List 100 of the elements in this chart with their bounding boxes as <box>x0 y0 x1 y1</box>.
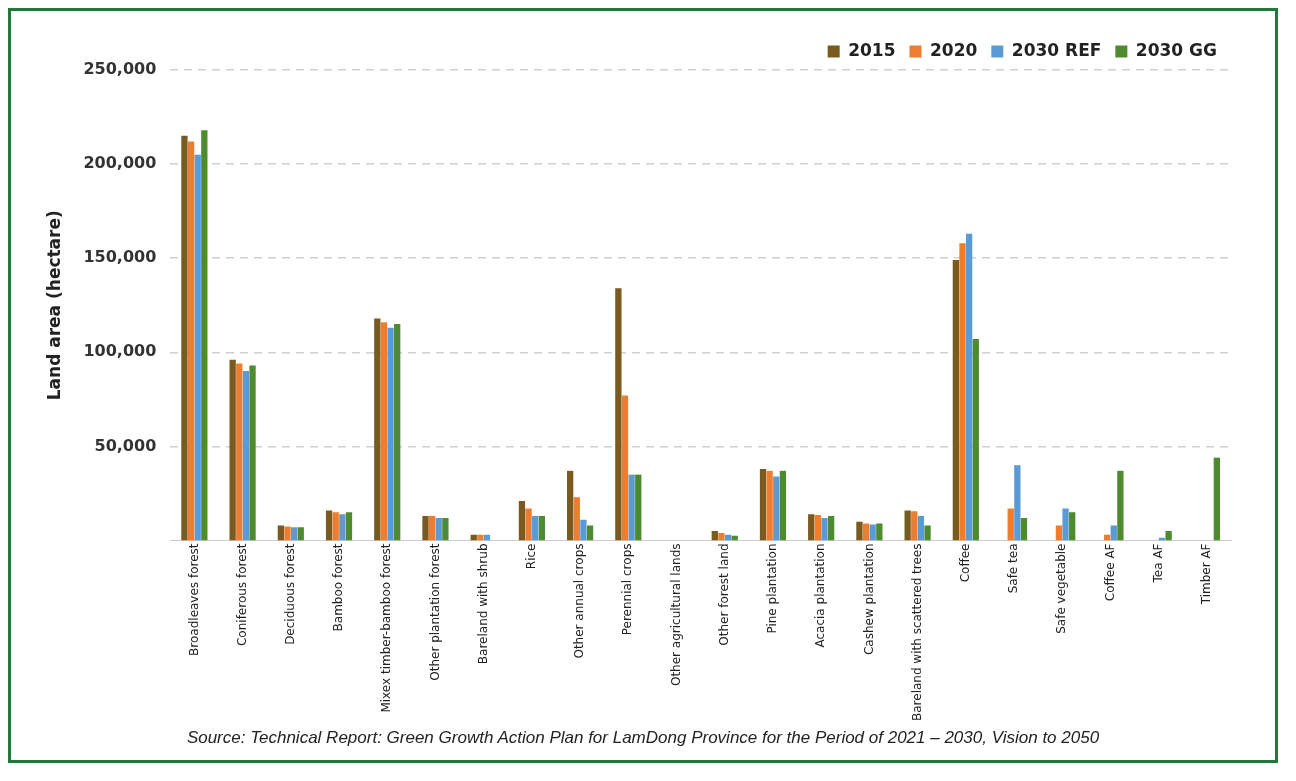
x-tick-label: Perennial crops <box>620 543 635 636</box>
x-tick-label: Other agricultural lands <box>668 543 683 687</box>
x-tick-label: Cashew plantation <box>861 543 876 656</box>
x-tick-label: Rice <box>524 543 539 570</box>
bar <box>621 395 629 541</box>
x-tick-label: Other forest land <box>716 543 731 646</box>
bar <box>181 135 188 541</box>
bar <box>759 468 767 541</box>
bar <box>808 514 815 541</box>
y-tick-label: 250,000 <box>83 59 157 79</box>
bar <box>924 525 931 541</box>
bar <box>297 527 304 541</box>
bar <box>1007 508 1014 541</box>
bar <box>628 474 635 541</box>
bar <box>194 154 201 541</box>
x-tick-label: Other annual crops <box>572 543 587 659</box>
bar <box>394 324 401 541</box>
y-tick-label: 150,000 <box>83 247 157 267</box>
bar <box>869 524 876 541</box>
x-tick-label: Pine plantation <box>765 543 780 634</box>
bar <box>1117 470 1124 541</box>
y-tick-label: 200,000 <box>83 153 157 173</box>
bar <box>201 130 208 541</box>
source-note: Source: Technical Report: Green Growth Action Plan for LamDong Province for the Period of 2021 – 2030, Vision to 2050 <box>185 728 1101 748</box>
x-tick-label: Mixex timber-bamboo forest <box>379 543 394 713</box>
bar <box>1069 512 1076 541</box>
bar <box>325 510 333 541</box>
bar <box>339 514 346 541</box>
bar <box>1165 531 1172 541</box>
x-tick-label: Coffee <box>957 543 972 583</box>
y-axis-title: Land area (hectare) <box>43 210 64 401</box>
y-tick-label: 50,000 <box>94 435 157 455</box>
bar <box>635 474 642 541</box>
x-tick-label: Broadleaves forest <box>186 543 201 656</box>
bar <box>862 523 870 541</box>
bar <box>1014 465 1021 541</box>
bar <box>911 511 918 541</box>
legend-label: 2015 <box>848 39 896 60</box>
bar <box>821 517 828 541</box>
bar <box>814 515 822 541</box>
bar <box>242 371 250 541</box>
x-tick-label: Safe vegetable <box>1054 543 1069 634</box>
bar <box>1110 525 1117 541</box>
bar <box>422 516 429 541</box>
bar <box>573 497 580 541</box>
bar <box>380 322 388 541</box>
bar <box>374 318 381 541</box>
bar <box>249 365 256 541</box>
x-tick-label: Bamboo forest <box>331 543 346 632</box>
bar <box>972 339 979 541</box>
x-tick-label: Acacia plantation <box>813 543 828 648</box>
bar <box>1213 457 1220 541</box>
bar <box>442 517 449 541</box>
bar <box>236 363 243 541</box>
x-tick-label: Timber AF <box>1199 543 1214 606</box>
bar <box>532 516 539 541</box>
x-tick-label: Other plantation forest <box>427 543 442 681</box>
x-tick-label: Safe tea <box>1006 543 1021 594</box>
x-tick-label: Coniferous forest <box>234 543 249 647</box>
bar <box>538 516 545 541</box>
bar <box>387 327 394 541</box>
bar <box>567 470 574 541</box>
bar <box>1055 525 1063 541</box>
bar <box>435 517 442 541</box>
bar <box>827 516 835 541</box>
bar <box>586 525 594 541</box>
x-tick-label: Bareland with shrub <box>475 543 490 665</box>
bar <box>952 260 960 541</box>
bar <box>229 359 236 541</box>
bar <box>876 523 883 541</box>
bar <box>917 516 925 541</box>
bar <box>718 532 725 541</box>
bar <box>766 470 773 541</box>
bar <box>779 470 787 541</box>
bar <box>959 243 966 541</box>
bar <box>290 527 298 541</box>
bar <box>615 288 622 541</box>
bar <box>332 512 339 541</box>
x-tick-label: Deciduous forest <box>282 543 297 645</box>
bar <box>277 525 285 541</box>
legend-label: 2020 <box>930 39 978 60</box>
x-tick-label: Bareland with scattered trees <box>909 543 924 722</box>
bar <box>580 519 587 541</box>
bar <box>904 510 911 541</box>
bar <box>773 476 780 541</box>
bar <box>965 233 973 541</box>
bar <box>477 534 484 541</box>
bar <box>345 512 353 541</box>
bar <box>1020 517 1028 541</box>
x-tick-label: Tea AF <box>1150 543 1165 584</box>
legend-label: 2030 GG <box>1135 39 1217 60</box>
legend-label: 2030 REF <box>1011 39 1102 60</box>
bar <box>856 521 863 541</box>
bar <box>518 500 526 541</box>
bar <box>187 141 195 541</box>
bar <box>711 531 718 541</box>
bar <box>525 508 532 541</box>
y-tick-label: 100,000 <box>83 341 157 361</box>
x-tick-label: Coffee AF <box>1102 543 1117 602</box>
bar <box>284 526 291 541</box>
